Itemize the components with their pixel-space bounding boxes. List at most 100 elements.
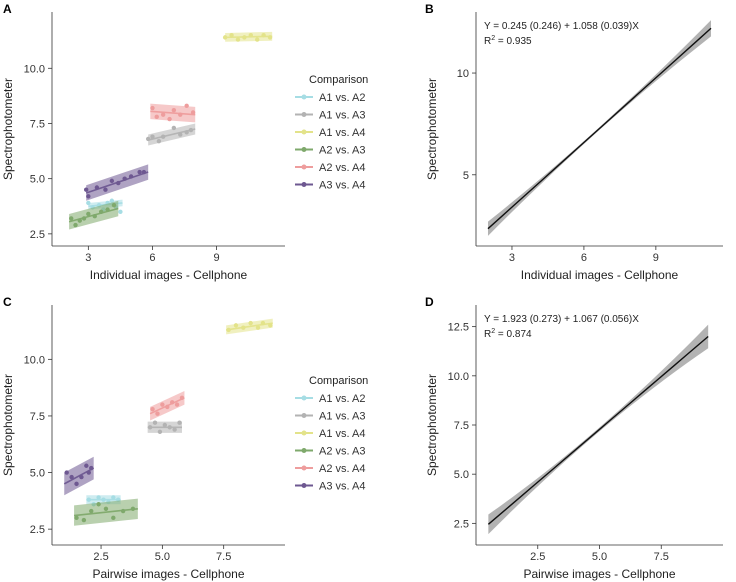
x-tick-label: 9 bbox=[653, 252, 659, 264]
legend-item-a1-vs-a4: A1 vs. A4 bbox=[295, 127, 365, 139]
data-point bbox=[122, 176, 127, 181]
legend-item-a2-vs-a4: A2 vs. A4 bbox=[295, 162, 365, 174]
x-axis-title: Pairwise images - Cellphone bbox=[523, 567, 675, 581]
data-point bbox=[73, 222, 78, 228]
data-point bbox=[190, 110, 196, 115]
legend-top: Comparison A1 vs. A2 A1 vs. A3 A1 vs. A4 A2 … bbox=[295, 74, 368, 192]
data-point bbox=[150, 134, 155, 139]
fit-line bbox=[150, 110, 196, 116]
panel-label-b: B bbox=[425, 2, 434, 16]
legend-swatch-dot bbox=[301, 94, 307, 100]
r-squared-exponent: 2 bbox=[491, 328, 495, 335]
data-point bbox=[171, 108, 177, 113]
regression-line bbox=[487, 335, 709, 525]
legend-swatch-dot bbox=[301, 413, 307, 418]
legend-title: Comparison bbox=[309, 375, 368, 387]
data-point bbox=[81, 216, 87, 221]
data-point bbox=[116, 180, 121, 186]
data-point bbox=[248, 320, 253, 326]
y-axis-title: Spectrophotometer bbox=[425, 78, 439, 180]
data-point bbox=[229, 32, 234, 38]
legend-swatch-dot bbox=[301, 483, 307, 488]
data-point bbox=[77, 218, 82, 223]
data-point bbox=[167, 116, 172, 122]
data-point bbox=[226, 327, 231, 333]
data-point bbox=[86, 470, 91, 475]
legend-item-a1-vs-a2: A1 vs. A2 bbox=[295, 92, 365, 104]
legend-swatch-dot bbox=[301, 430, 307, 436]
data-point bbox=[145, 136, 151, 142]
data-point bbox=[86, 194, 91, 199]
y-tick-label: 5.0 bbox=[30, 174, 45, 186]
y-tick-label: 2.5 bbox=[30, 524, 45, 536]
x-tick-label: 2.5 bbox=[530, 551, 545, 563]
y-tick-label: 2.5 bbox=[30, 229, 45, 241]
data-point bbox=[86, 211, 91, 217]
data-point bbox=[94, 185, 100, 190]
data-point bbox=[171, 125, 177, 131]
x-tick-label: 5.0 bbox=[592, 551, 607, 563]
y-axis-title: Spectrophotometer bbox=[1, 78, 15, 180]
legend-label: A2 vs. A4 bbox=[319, 463, 365, 475]
legend-swatch-dot bbox=[301, 465, 307, 471]
data-point bbox=[162, 422, 168, 428]
data-point bbox=[150, 406, 155, 412]
y-tick-label: 5.0 bbox=[454, 469, 469, 481]
y-axis-title: Spectrophotometer bbox=[425, 374, 439, 476]
legend-label: A1 vs. A2 bbox=[319, 92, 365, 104]
data-point bbox=[103, 187, 108, 192]
data-point bbox=[241, 325, 246, 330]
data-point bbox=[156, 138, 162, 144]
legend-label: A2 vs. A4 bbox=[319, 162, 365, 174]
legend-swatch-dot bbox=[301, 112, 307, 117]
data-point bbox=[69, 216, 74, 221]
data-point bbox=[111, 202, 117, 208]
data-point bbox=[169, 400, 175, 405]
data-point bbox=[248, 32, 253, 38]
y-tick-label: 7.5 bbox=[30, 118, 45, 130]
series-a3-vs-a4 bbox=[63, 456, 95, 496]
data-point bbox=[267, 35, 273, 40]
legend-label: A2 vs. A3 bbox=[319, 145, 365, 157]
equation-label: Y = 0.245 (0.246) + 1.058 (0.039)X bbox=[484, 21, 639, 32]
data-point bbox=[92, 213, 97, 219]
data-point bbox=[165, 404, 170, 410]
legend-label: A1 vs. A4 bbox=[319, 127, 365, 139]
x-tick-label: 7.5 bbox=[216, 551, 231, 563]
data-point bbox=[101, 497, 106, 502]
series-a2-vs-a4 bbox=[149, 391, 185, 421]
legend-item-a1-vs-a3: A1 vs. A3 bbox=[295, 110, 365, 122]
data-point bbox=[155, 411, 160, 416]
y-tick-label: 10.0 bbox=[24, 63, 45, 75]
data-point bbox=[84, 187, 89, 192]
legend-label: A3 vs. A4 bbox=[319, 481, 365, 493]
data-point bbox=[233, 323, 239, 328]
y-tick-label: 5 bbox=[463, 170, 469, 182]
data-point bbox=[81, 517, 87, 523]
data-point bbox=[152, 420, 158, 425]
legend-label: A1 vs. A2 bbox=[319, 393, 365, 405]
series-a3-vs-a4 bbox=[84, 164, 149, 201]
fit-line bbox=[73, 507, 138, 517]
x-tick-label: 5.0 bbox=[155, 551, 170, 563]
legend-swatch-dot bbox=[301, 147, 307, 152]
r-squared-symbol: R bbox=[484, 36, 491, 47]
data-point bbox=[118, 209, 123, 214]
panel-label-a: A bbox=[3, 2, 12, 16]
legend-label: A3 vs. A4 bbox=[319, 180, 365, 192]
data-point bbox=[111, 515, 116, 521]
y-axis-title: Spectrophotometer bbox=[1, 374, 15, 476]
data-point bbox=[178, 112, 183, 117]
data-point bbox=[260, 320, 266, 326]
data-point bbox=[120, 508, 126, 514]
data-point bbox=[178, 132, 183, 137]
panel-label-c: C bbox=[3, 295, 12, 309]
y-tick-label: 12.5 bbox=[448, 322, 469, 334]
legend-swatch-dot bbox=[301, 164, 307, 170]
legend-item-a2-vs-a4: A2 vs. A4 bbox=[295, 463, 365, 475]
legend-swatch-dot bbox=[301, 129, 307, 135]
series-a1-vs-a4 bbox=[226, 318, 273, 335]
legend-swatch-dot bbox=[301, 182, 307, 187]
r-squared-value: = 0.874 bbox=[495, 329, 532, 340]
